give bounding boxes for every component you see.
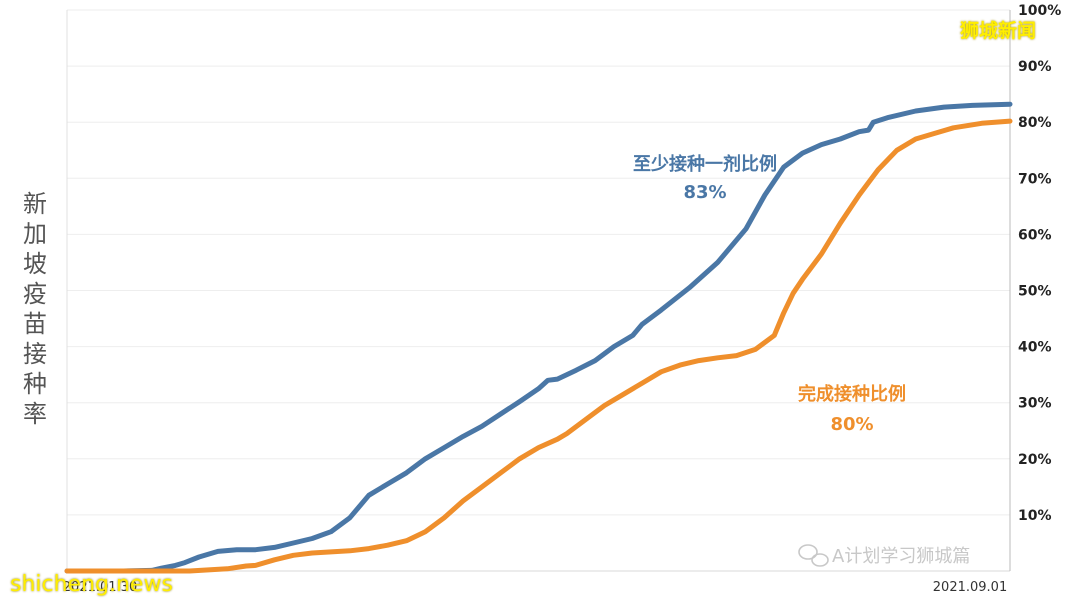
y-tick-label: 30% — [1018, 396, 1052, 412]
wechat-watermark-text: A计划学习狮城篇 — [832, 546, 970, 567]
series-annotations: 至少接种一剂比例 83% 完成接种比例 80% — [633, 153, 906, 435]
series-label: 完成接种比例 — [798, 383, 906, 405]
y-axis-label-char: 疫 — [23, 280, 47, 308]
y-axis-label-char: 加 — [23, 220, 47, 248]
y-tick-label: 90% — [1018, 59, 1052, 75]
x-tick-labels: 2021.01.30 2021.09.01 — [63, 580, 1007, 595]
y-axis-label-char: 新 — [23, 190, 47, 218]
brand-watermark: 狮城新闻 — [960, 20, 1037, 42]
wechat-watermark: A计划学习狮城篇 — [798, 544, 970, 567]
y-axis-label-char: 接 — [23, 340, 47, 368]
series-line-first-dose — [64, 101, 1013, 574]
y-tick-labels: 10% 20% 30% 40% 50% 60% 70% 80% 90% 100% — [1018, 3, 1061, 524]
site-watermark: shicheng.news — [10, 572, 173, 597]
wechat-icon — [798, 544, 829, 567]
x-tick-label: 2021.09.01 — [933, 580, 1007, 595]
gridlines — [67, 9, 1010, 516]
series-value-label: 80% — [830, 414, 873, 435]
series-value-label: 83% — [683, 182, 726, 203]
series-label: 至少接种一剂比例 — [633, 153, 777, 175]
y-tick-label: 10% — [1018, 508, 1052, 524]
series-lines — [64, 101, 1013, 574]
y-tick-label: 60% — [1018, 227, 1052, 243]
y-axis-label-char: 率 — [23, 400, 47, 428]
y-tick-label: 80% — [1018, 115, 1052, 131]
y-tick-label: 20% — [1018, 452, 1052, 468]
y-axis-label-char: 种 — [23, 370, 47, 398]
y-tick-label: 50% — [1018, 284, 1052, 300]
y-tick-label: 100% — [1018, 3, 1061, 19]
y-tick-label: 70% — [1018, 171, 1052, 187]
y-axis-label-char: 苗 — [23, 310, 47, 338]
y-tick-label: 40% — [1018, 340, 1052, 356]
x-tick-label: 2021.01.30 — [63, 580, 137, 595]
series-line-fully-vaccinated — [64, 118, 1013, 574]
y-axis-label-char: 坡 — [23, 250, 47, 278]
